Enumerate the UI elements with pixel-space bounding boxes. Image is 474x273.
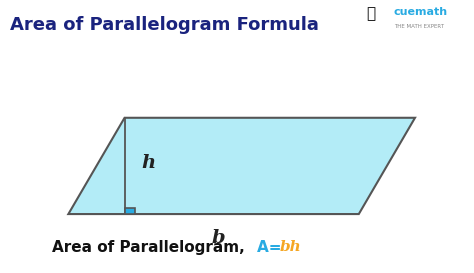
Text: h: h [141,154,155,172]
Bar [125,208,135,214]
Text: THE MATH EXPERT: THE MATH EXPERT [394,24,444,29]
Text: bh: bh [280,241,302,254]
Text: A=: A= [257,240,286,255]
Text: Area of Parallelogram Formula: Area of Parallelogram Formula [10,16,319,34]
Text: Area of Parallelogram,: Area of Parallelogram, [52,240,250,255]
Text: 🚀: 🚀 [366,6,375,21]
Text: b: b [211,229,225,247]
Text: cuemath: cuemath [394,7,448,17]
Polygon shape [68,118,415,214]
